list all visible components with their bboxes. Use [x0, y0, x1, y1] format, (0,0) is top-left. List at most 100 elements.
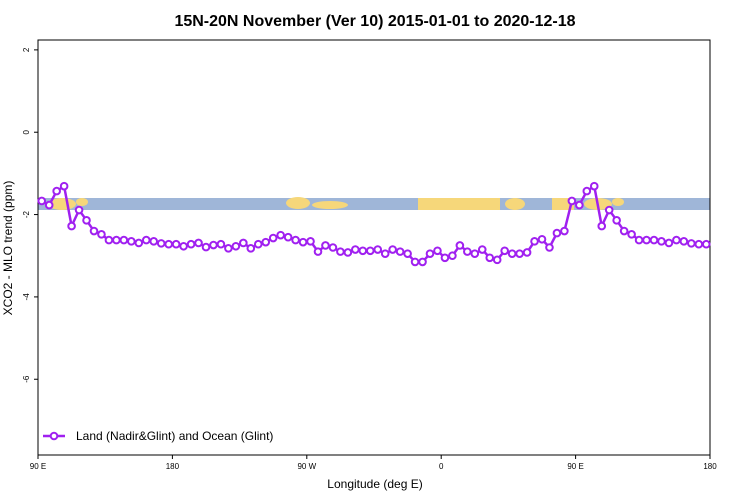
y-axis-label: XCO2 - MLO trend (ppm): [1, 181, 15, 316]
data-point: [179, 241, 188, 251]
data-point: [582, 186, 592, 196]
data-point: [694, 239, 704, 249]
data-point: [239, 238, 248, 248]
data-point: [52, 186, 61, 196]
data-point: [37, 196, 47, 206]
data-point: [380, 249, 390, 258]
data-point: [171, 239, 181, 249]
data-point: [313, 247, 323, 256]
data-point: [500, 246, 509, 256]
y-tick-label: -2: [22, 210, 31, 218]
y-tick-label: 2: [22, 47, 31, 52]
data-point: [336, 247, 345, 256]
data-point: [597, 221, 607, 231]
data-point: [89, 226, 99, 236]
data-point: [530, 237, 539, 246]
data-point: [141, 235, 151, 245]
data-point: [231, 241, 241, 251]
data-point: [97, 230, 106, 239]
data-point: [194, 238, 203, 248]
data-point: [134, 238, 144, 248]
chart-title: 15N-20N November (Ver 10) 2015-01-01 to …: [174, 13, 575, 30]
data-point: [156, 239, 166, 248]
x-tick-label: 90 E: [30, 462, 46, 471]
data-point: [537, 234, 547, 244]
data-point: [268, 233, 278, 243]
data-point: [224, 244, 233, 253]
data-point: [463, 247, 472, 256]
data-point: [515, 249, 524, 258]
legend-label: Land (Nadir&Glint) and Ocean (Glint): [76, 429, 273, 443]
data-point: [351, 245, 360, 254]
data-point: [440, 253, 450, 263]
data-point: [589, 181, 599, 191]
data-point: [358, 246, 368, 256]
data-point: [477, 245, 487, 254]
data-point: [365, 246, 375, 256]
x-tick-label: 0: [439, 462, 444, 471]
data-point: [672, 235, 681, 245]
data-point: [604, 205, 614, 215]
data-point: [283, 232, 293, 242]
data-point: [306, 237, 315, 246]
data-point: [470, 249, 480, 258]
data-point: [657, 237, 666, 246]
data-point: [328, 243, 338, 252]
data-point: [649, 235, 659, 245]
data-point: [485, 253, 495, 263]
data-point: [627, 230, 636, 239]
data-point: [74, 205, 84, 215]
data-point: [246, 244, 256, 253]
data-point: [261, 237, 271, 247]
data-point: [82, 216, 91, 225]
data-point: [104, 235, 114, 245]
data-point: [59, 181, 69, 191]
data-point: [634, 235, 644, 245]
data-point: [642, 235, 651, 245]
data-point: [425, 249, 435, 258]
data-point: [522, 248, 532, 257]
data-point: [418, 257, 427, 267]
data-point: [567, 196, 577, 206]
data-point: [410, 257, 420, 267]
data-point: [119, 235, 129, 245]
data-point: [149, 237, 159, 246]
data-point: [492, 255, 502, 265]
data-point: [687, 239, 696, 248]
data-point: [612, 216, 621, 225]
data-point: [373, 245, 383, 254]
x-tick-label: 90 W: [297, 462, 316, 471]
data-point: [701, 239, 711, 249]
y-tick-label: -6: [22, 375, 31, 383]
data-point: [343, 248, 353, 257]
data-point: [664, 238, 674, 248]
data-point: [403, 249, 412, 258]
data-point: [164, 239, 173, 249]
data-point: [201, 242, 211, 252]
legend-marker: [49, 431, 59, 441]
x-tick-label: 180: [703, 462, 717, 471]
data-point: [276, 230, 285, 240]
data-point: [44, 200, 54, 210]
data-point: [112, 235, 121, 245]
data-point: [253, 239, 263, 249]
data-point: [679, 237, 689, 246]
y-tick-label: -4: [22, 293, 31, 301]
data-point: [448, 251, 457, 261]
data-point: [209, 240, 218, 250]
data-point: [67, 221, 76, 231]
plot-frame: [37, 39, 711, 456]
data-point: [388, 245, 397, 254]
data-point: [619, 226, 629, 236]
data-point: [186, 239, 196, 249]
data-point: [216, 239, 226, 249]
data-point: [321, 241, 330, 250]
data-point: [545, 243, 554, 252]
y-tick-label: 0: [22, 129, 31, 134]
data-point: [291, 235, 300, 245]
data-point: [455, 241, 465, 250]
data-point: [395, 247, 405, 256]
data-point: [560, 226, 569, 236]
data-point: [552, 228, 562, 238]
